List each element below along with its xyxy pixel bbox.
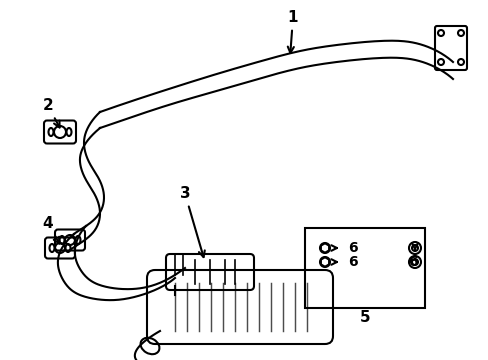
Text: 2: 2 xyxy=(42,98,60,127)
Text: 4: 4 xyxy=(42,216,60,244)
Text: 6: 6 xyxy=(347,255,357,269)
Bar xyxy=(305,228,424,308)
Text: 6: 6 xyxy=(407,255,417,269)
Text: 6: 6 xyxy=(347,241,357,255)
Text: 3: 3 xyxy=(179,186,204,257)
Text: 1: 1 xyxy=(287,10,298,53)
Text: 5: 5 xyxy=(359,310,369,325)
